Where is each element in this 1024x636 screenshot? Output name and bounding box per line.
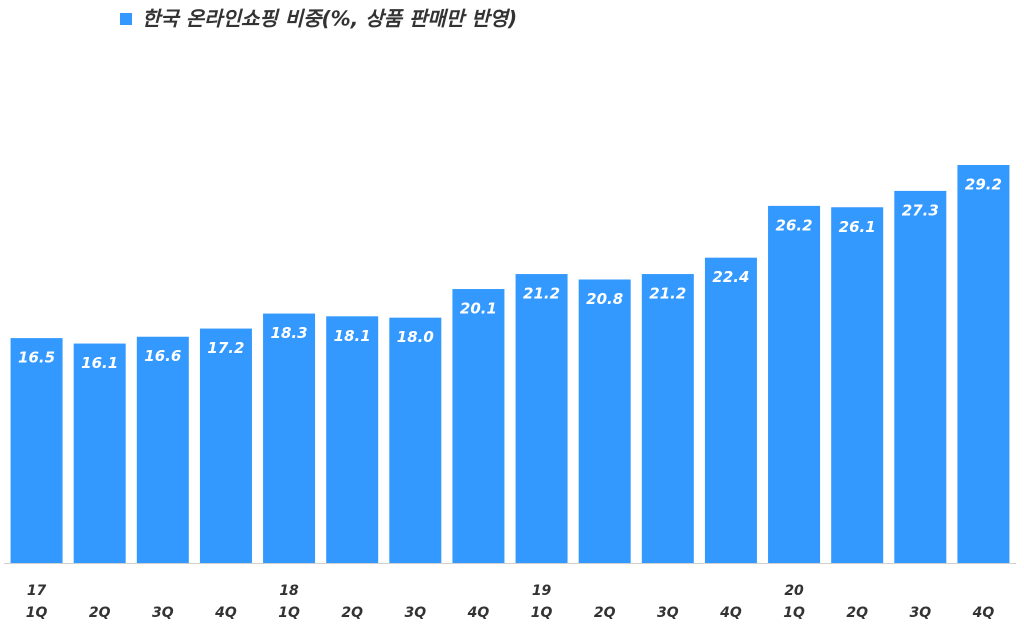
value-label: 26.2	[776, 216, 813, 234]
x-tick-label: 1Q	[531, 605, 553, 621]
bar	[957, 165, 1010, 563]
x-tick-label: 4Q	[972, 605, 995, 621]
x-group-label: 18	[279, 583, 299, 599]
x-tick-label: 4Q	[719, 605, 742, 621]
value-label: 21.2	[649, 285, 686, 303]
chart-title: 한국 온라인쇼핑 비중(%, 상품 판매만 반영)	[142, 7, 517, 31]
bar	[199, 328, 252, 563]
x-tick-label: 4Q	[214, 605, 237, 621]
value-label: 17.2	[207, 339, 244, 357]
x-tick-label: 3Q	[404, 605, 426, 621]
value-label: 16.1	[81, 354, 118, 372]
bar	[894, 190, 947, 563]
bar	[263, 313, 316, 563]
legend-swatch	[120, 13, 132, 25]
value-label: 18.3	[271, 324, 308, 342]
x-tick-label: 2Q	[341, 605, 363, 621]
x-group-label: 19	[532, 583, 552, 599]
bar	[73, 343, 126, 563]
bar	[389, 317, 442, 563]
value-label: 29.2	[965, 176, 1002, 194]
bar	[641, 274, 694, 563]
x-tick-label: 2Q	[594, 605, 616, 621]
x-group-label: 20	[784, 583, 804, 599]
bar	[452, 289, 505, 563]
value-label: 22.4	[712, 268, 749, 286]
bar	[515, 274, 568, 563]
value-label: 21.2	[523, 285, 560, 303]
bar	[326, 316, 379, 563]
bar	[831, 207, 884, 563]
x-tick-label: 1Q	[783, 605, 805, 621]
bar	[704, 257, 757, 563]
x-tick-label: 1Q	[26, 605, 48, 621]
value-label: 20.8	[586, 290, 623, 308]
value-label: 27.3	[902, 201, 939, 219]
value-label: 18.0	[397, 328, 434, 346]
bar	[136, 336, 189, 563]
x-group-label: 17	[27, 583, 47, 599]
x-tick-label: 2Q	[846, 605, 868, 621]
x-tick-label: 2Q	[89, 605, 111, 621]
value-label: 16.6	[144, 347, 181, 365]
bar	[768, 205, 821, 563]
value-label: 26.1	[839, 218, 876, 236]
x-tick-label: 3Q	[657, 605, 679, 621]
bar	[578, 279, 631, 563]
x-tick-label: 4Q	[467, 605, 490, 621]
x-tick-label: 3Q	[152, 605, 174, 621]
x-tick-label: 3Q	[909, 605, 931, 621]
value-label: 20.1	[460, 300, 497, 318]
bar	[10, 338, 63, 563]
value-label: 18.1	[334, 327, 371, 345]
value-label: 16.5	[18, 349, 55, 367]
x-tick-label: 1Q	[278, 605, 300, 621]
